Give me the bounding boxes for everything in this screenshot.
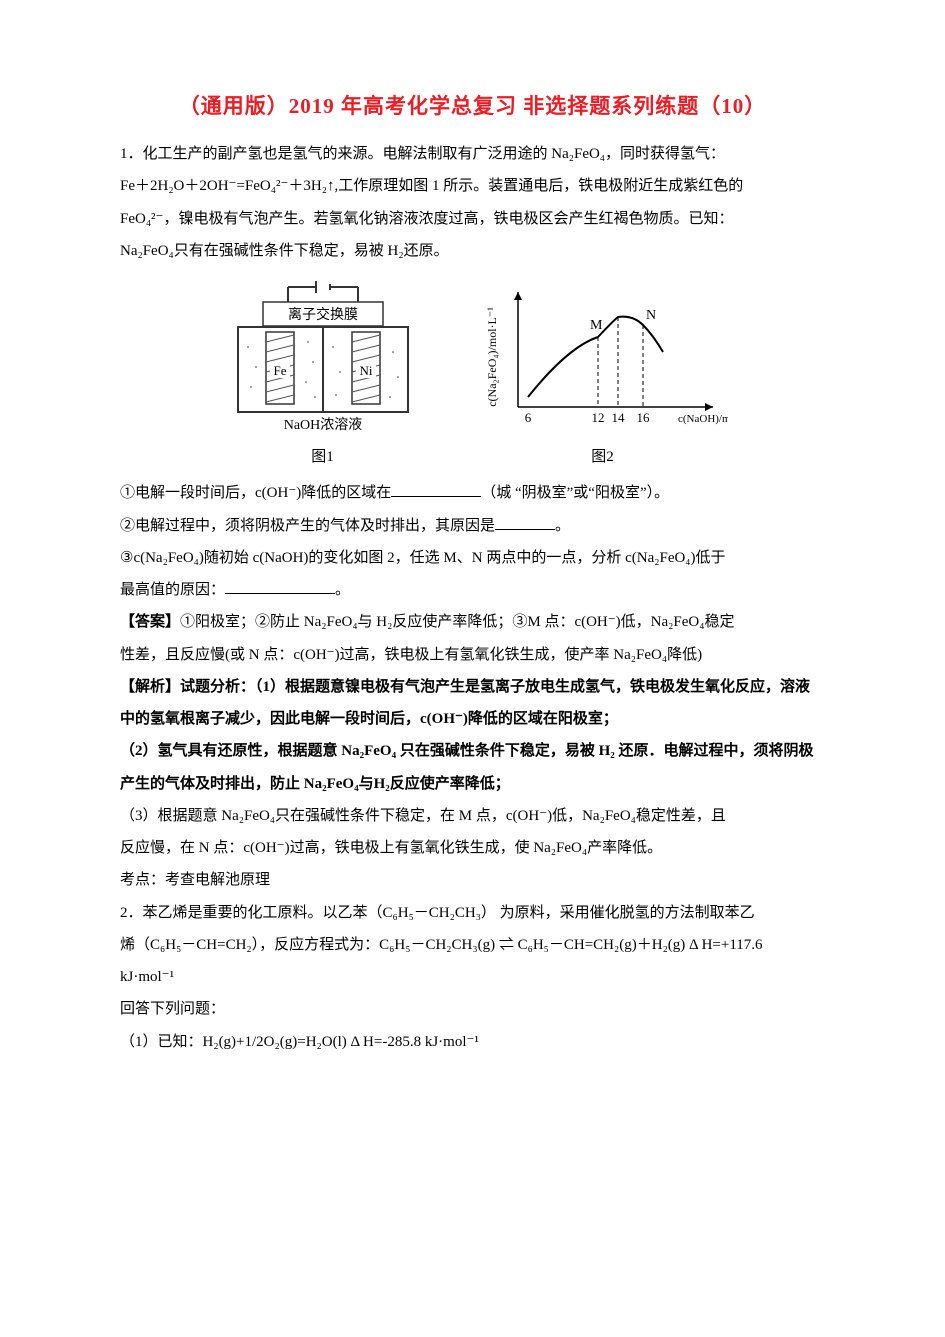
- xlabel: c(NaOH)/mol·L: [678, 413, 728, 425]
- blank-2: [495, 514, 555, 530]
- answer-line2: 性差，且反应慢(或 N 点：c(OH⁻)过高，铁电极上有氢氧化铁生成，使产率 N…: [120, 639, 825, 671]
- figure2-caption: 图2: [591, 441, 614, 473]
- page-title: （通用版）2019 年高考化学总复习 非选择题系列练题（10）: [120, 90, 825, 120]
- point-N: N: [646, 308, 656, 323]
- diagram-electrolysis: 离子交换膜: [218, 277, 428, 437]
- q1-sub1b: （城 “阴极室”或“阳极室”）。: [481, 485, 669, 501]
- body-text: 1．化工生产的副产氢也是氢气的来源。电解法制取有广泛用途的 Na₂FeO₄，同时…: [120, 138, 825, 1058]
- q1-sub3b-text: 最高值的原因：: [120, 582, 225, 598]
- q2-line4: 回答下列问题：: [120, 993, 825, 1025]
- q2-line5: （1）已知：H₂(g)+1/2O₂(g)=H₂O(l) Δ H=-285.8 k…: [120, 1026, 825, 1058]
- explain-line2: 中的氢氧根离子减少，因此电解一段时间后，c(OH⁻)降低的区域在阳极室；: [120, 703, 825, 735]
- answer-label: 【答案】: [120, 614, 180, 630]
- explain-text1: 试题分析：（1）根据题意镍电极有气泡产生是氢离子放电生成氢气，铁电极发生氧化反应…: [180, 679, 810, 695]
- q1-line1: 1．化工生产的副产氢也是氢气的来源。电解法制取有广泛用途的 Na₂FeO₄，同时…: [120, 138, 825, 170]
- q1-sub2b: 。: [555, 518, 570, 534]
- q1-sub3b: 最高值的原因： 。: [120, 574, 825, 606]
- explain-line3: （2）氢气具有还原性，根据题意 Na₂FeO₄ 只在强碱性条件下稳定，易被 H₂…: [120, 735, 825, 767]
- blank-3: [225, 578, 335, 594]
- explain-line5: （3）根据题意 Na₂FeO₄只在强碱性条件下稳定，在 M 点，c(OH⁻)低，…: [120, 800, 825, 832]
- q1-sub3c: 。: [335, 582, 350, 598]
- ni-label: Ni: [359, 363, 372, 378]
- q1-sub1a: ①电解一段时间后，c(OH⁻)降低的区域在: [120, 485, 391, 501]
- chart-curve: c(Na₂FeO₄)/mol·L⁻¹ c(NaOH)/mol·L 6 12 14…: [478, 277, 728, 437]
- xtick-6: 6: [524, 410, 531, 425]
- explain-line4: 产生的气体及时排出，防止 Na₂FeO₄与H₂反应使产率降低；: [120, 768, 825, 800]
- membrane-label: 离子交换膜: [288, 306, 358, 323]
- q1-sub2a: ②电解过程中，须将阴极产生的气体及时排出，其原因是: [120, 518, 495, 534]
- xtick-12: 12: [591, 410, 604, 425]
- q1-sub2: ②电解过程中，须将阴极产生的气体及时排出，其原因是 。: [120, 510, 825, 542]
- q1-sub1: ①电解一段时间后，c(OH⁻)降低的区域在 （城 “阴极室”或“阳极室”）。: [120, 477, 825, 509]
- explain-line1: 【解析】试题分析：（1）根据题意镍电极有气泡产生是氢离子放电生成氢气，铁电极发生…: [120, 671, 825, 703]
- answer-line1: 【答案】①阳极室；②防止 Na₂FeO₄与 H₂反应使产率降低；③M 点：c(O…: [120, 606, 825, 638]
- fe-label: Fe: [273, 363, 286, 378]
- blank-1: [391, 481, 481, 497]
- xtick-14: 14: [611, 410, 625, 425]
- q2-line3: kJ·mol⁻¹: [120, 961, 825, 993]
- explain-line6: 反应慢，在 N 点：c(OH⁻)过高，铁电极上有氢氧化铁生成，使 Na₂FeO₄…: [120, 832, 825, 864]
- q2-line1: 2．苯乙烯是重要的化工原料。以乙苯（C₆H₅－CH₂CH₃） 为原料，采用催化脱…: [120, 897, 825, 929]
- answer-text1: ①阳极室；②防止 Na₂FeO₄与 H₂反应使产率降低；③M 点：c(OH⁻)低…: [180, 614, 734, 630]
- q1-line3: FeO₄²⁻，镍电极有气泡产生。若氢氧化钠溶液浓度过高，铁电极区会产生红褐色物质…: [120, 203, 825, 235]
- q1-sub3a: ③c(Na₂FeO₄)随初始 c(NaOH)的变化如图 2，任选 M、N 两点中…: [120, 542, 825, 574]
- explain-label: 【解析】: [120, 679, 180, 695]
- figure1-caption: 图1: [311, 441, 334, 473]
- point-M: M: [590, 318, 603, 333]
- figure-2: c(Na₂FeO₄)/mol·L⁻¹ c(NaOH)/mol·L 6 12 14…: [478, 277, 728, 473]
- q1-line2: Fe＋2H₂O＋2OH⁻=FeO₄²⁻＋3H₂↑,工作原理如图 1 所示。装置通…: [120, 170, 825, 202]
- kaodian: 考点：考查电解池原理: [120, 864, 825, 896]
- q2-line2: 烯（C₆H₅－CH=CH₂），反应方程式为：C₆H₅－CH₂CH₃(g) ⇌ C…: [120, 929, 825, 961]
- q1-line4: Na₂FeO₄只有在强碱性条件下稳定，易被 H₂还原。: [120, 235, 825, 267]
- xtick-16: 16: [636, 410, 650, 425]
- ylabel: c(Na₂FeO₄)/mol·L⁻¹: [485, 307, 499, 407]
- figure-1: 离子交换膜: [218, 277, 428, 473]
- solution-label: NaOH浓溶液: [283, 417, 362, 433]
- figure-row: 离子交换膜: [120, 277, 825, 473]
